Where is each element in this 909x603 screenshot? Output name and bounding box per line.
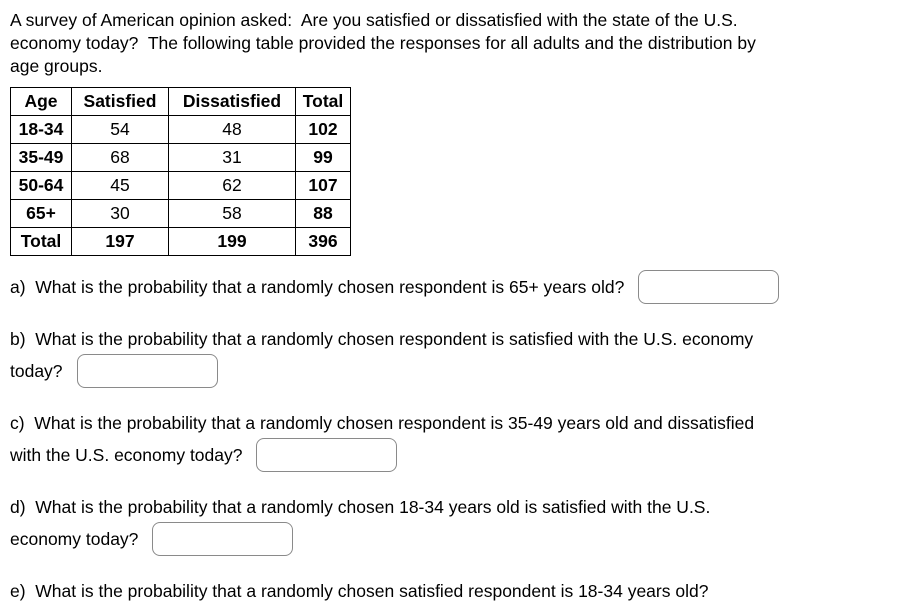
table-cell-total: 88: [295, 199, 351, 228]
table-header-row: Age Satisfied Dissatisfied Total: [10, 87, 351, 116]
table-cell-total: 99: [295, 143, 351, 172]
table-header-age: Age: [10, 87, 72, 116]
table-row: 65+ 30 58 88: [10, 199, 351, 228]
intro-line: age groups.: [10, 56, 103, 76]
table-cell-satisfied: 68: [71, 143, 169, 172]
question-d-text-line-2: economy today?: [10, 528, 139, 549]
answer-input-d[interactable]: [152, 522, 294, 556]
answer-input-a[interactable]: [638, 270, 780, 304]
table-row: 50-64 45 62 107: [10, 171, 351, 200]
question-d: d) What is the probability that a random…: [10, 496, 899, 559]
table-cell-total: 107: [295, 171, 351, 200]
table-cell-satisfied: 45: [71, 171, 169, 200]
question-b-text-line-1: b) What is the probability that a random…: [10, 329, 754, 349]
question-c-text-line-2: with the U.S. economy today?: [10, 444, 243, 465]
problem-statement: A survey of American opinion asked: Are …: [10, 9, 899, 78]
frequency-table: Age Satisfied Dissatisfied Total 18-34 5…: [10, 87, 351, 256]
question-b: b) What is the probability that a random…: [10, 328, 899, 391]
table-cell-total: 102: [295, 115, 351, 144]
table-row: 35-49 68 31 99: [10, 143, 351, 172]
table-cell-age: 65+: [10, 199, 72, 228]
table-cell-satisfied: 197: [71, 227, 169, 256]
table-cell-age: Total: [10, 227, 72, 256]
table-row: 18-34 54 48 102: [10, 115, 351, 144]
question-b-text-line-2: today?: [10, 360, 63, 381]
table-cell-satisfied: 54: [71, 115, 169, 144]
answer-input-b[interactable]: [76, 354, 218, 388]
question-c: c) What is the probability that a random…: [10, 412, 899, 475]
question-c-text-line-1: c) What is the probability that a random…: [10, 413, 755, 433]
intro-line: economy today? The following table provi…: [10, 33, 756, 53]
table-cell-age: 35-49: [10, 143, 72, 172]
table-cell-satisfied: 30: [71, 199, 169, 228]
table-cell-dissatisfied: 62: [168, 171, 296, 200]
question-a: a) What is the probability that a random…: [10, 267, 899, 307]
table-cell-total: 396: [295, 227, 351, 256]
table-cell-dissatisfied: 48: [168, 115, 296, 144]
question-a-text: a) What is the probability that a random…: [10, 276, 625, 297]
question-e-text: e) What is the probability that a random…: [10, 581, 709, 601]
table-cell-dissatisfied: 199: [168, 227, 296, 256]
table-cell-dissatisfied: 58: [168, 199, 296, 228]
table-cell-age: 18-34: [10, 115, 72, 144]
table-cell-age: 50-64: [10, 171, 72, 200]
question-d-text-line-1: d) What is the probability that a random…: [10, 497, 711, 517]
intro-line: A survey of American opinion asked: Are …: [10, 10, 738, 30]
table-header-dissatisfied: Dissatisfied: [168, 87, 296, 116]
table-cell-dissatisfied: 31: [168, 143, 296, 172]
table-header-satisfied: Satisfied: [71, 87, 169, 116]
answer-input-c[interactable]: [256, 438, 398, 472]
table-header-total: Total: [295, 87, 351, 116]
table-total-row: Total 197 199 396: [10, 227, 351, 256]
question-e: e) What is the probability that a random…: [10, 580, 899, 603]
